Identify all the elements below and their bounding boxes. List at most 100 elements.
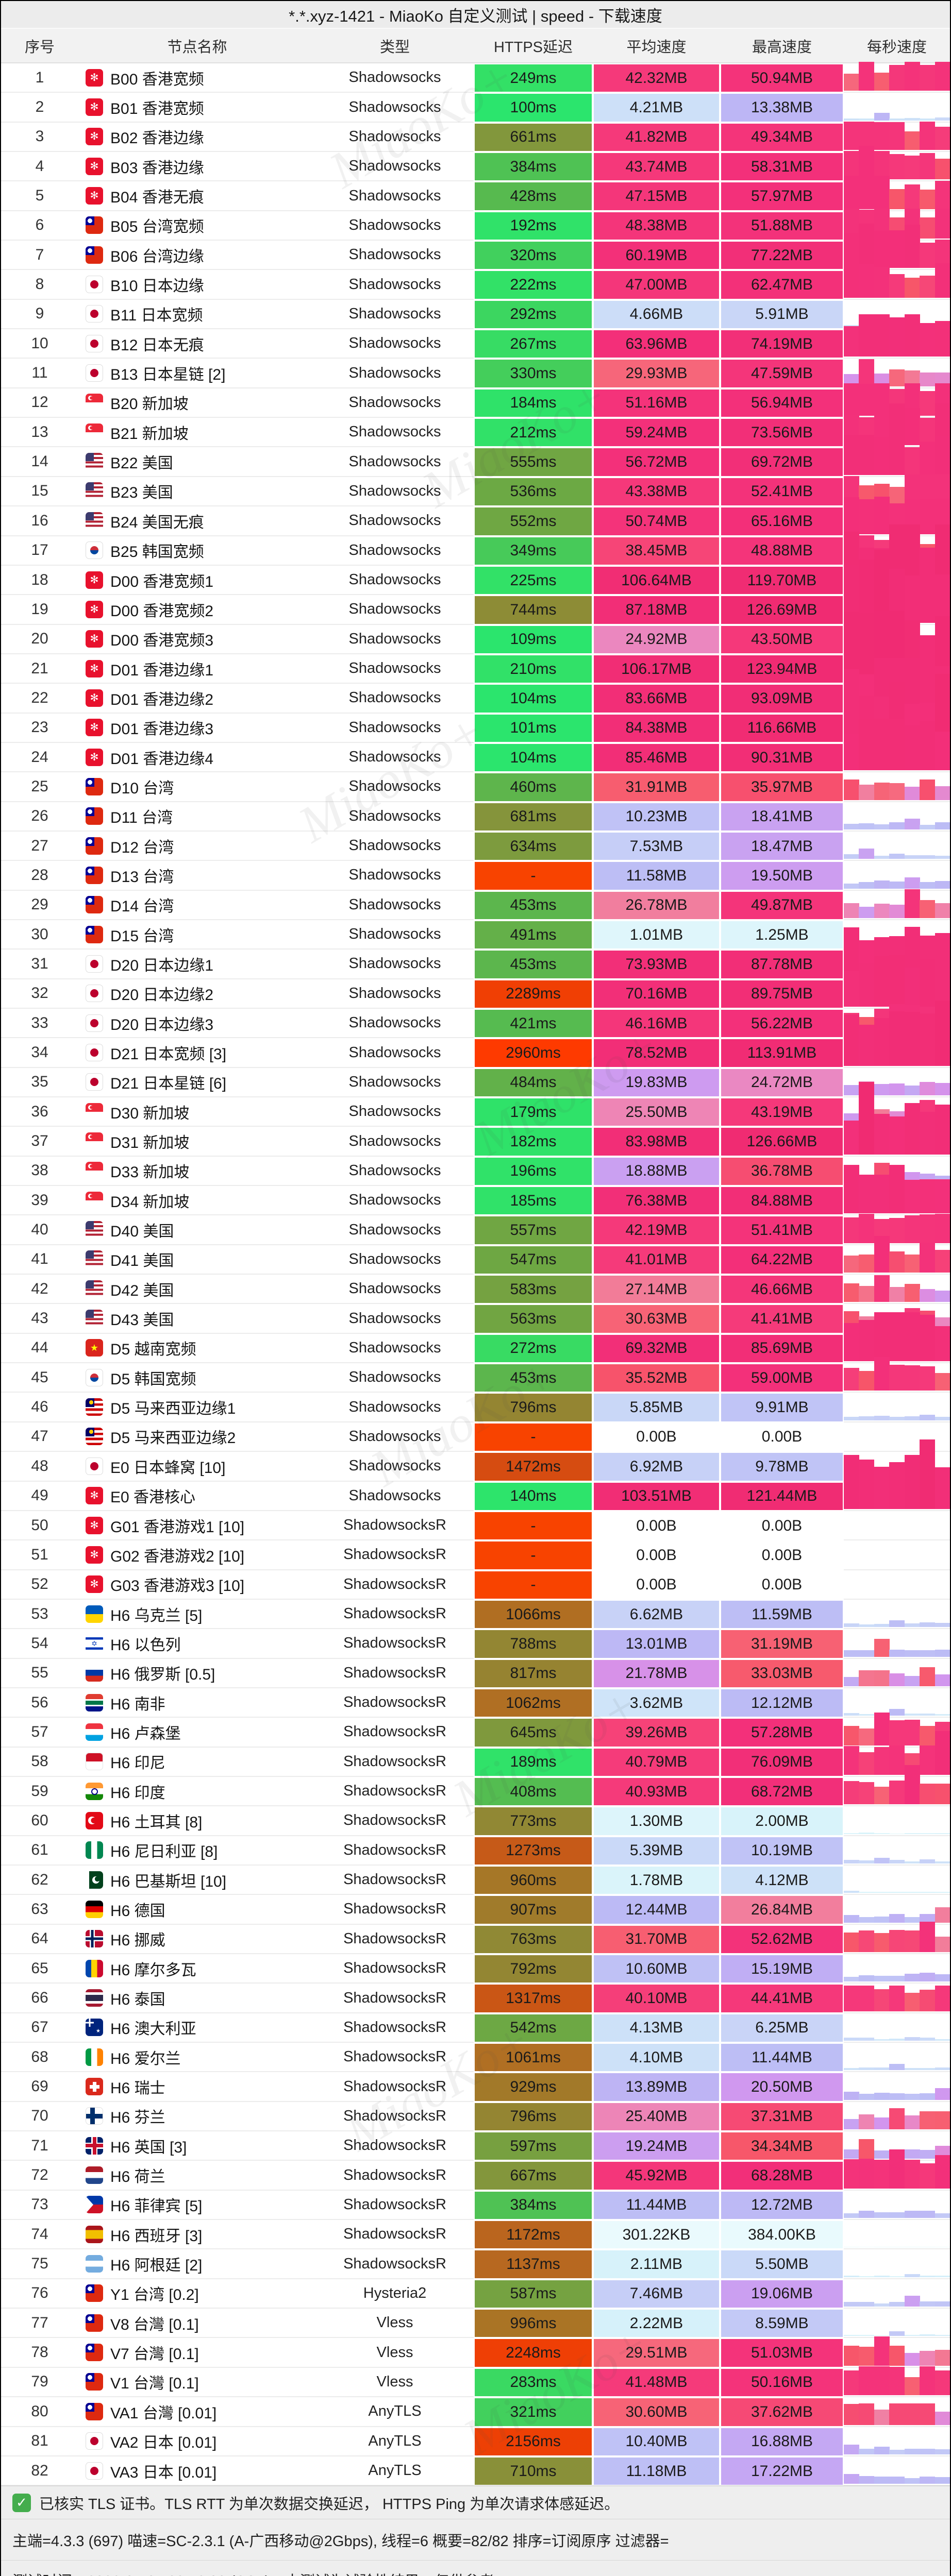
speed-bar [844,326,859,357]
row-number: 5 [1,181,78,211]
node-type: Shadowsocks [316,1097,474,1127]
speed-bar [844,971,859,1007]
speed-bar [935,2155,950,2189]
node-name: H6 俄罗斯 [0.5] [110,1666,215,1684]
latency-cell: 330ms [475,360,592,387]
latency-cell: 907ms [475,1896,592,1924]
avg-speed-cell: 43.38MB [594,478,719,506]
node-cell: D11 台湾 [78,802,316,832]
speed-bar [844,903,859,918]
max-speed-cell: 37.62MB [721,2398,843,2426]
speed-bar [920,217,935,239]
speed-bar [920,1973,935,1982]
speed-bar [889,230,905,268]
speed-bar [844,1650,859,1657]
speed-bar [844,2301,859,2307]
table-row: 18 D00 香港宽频1 Shadowsocks225ms106.64MB119.7… [1,524,950,596]
table-row: 21 D01 香港边缘1 Shadowsocks210ms106.17MB123.9… [1,611,950,684]
node-name: V7 台灣 [0.1] [110,2346,199,2363]
latency-cell: 788ms [475,1630,592,1658]
avg-speed-cell: 0.00B [594,1571,719,1599]
speed-bar [874,1467,890,1509]
avg-speed-cell: 63.96MB [594,330,719,358]
speed-bar [920,391,935,416]
node-cell: H6 瑞士 [78,2072,316,2102]
speed-bar [889,2331,905,2336]
latency-cell: 460ms [475,773,592,801]
row-number: 81 [1,2427,78,2456]
row-number: 75 [1,2249,78,2279]
row-number: 10 [1,329,78,359]
node-name: B22 美国 [110,455,173,472]
speed-bar [904,1892,920,1893]
node-cell: VA1 台灣 [0.01] [78,2397,316,2427]
speed-bar [935,1213,950,1243]
flag-icon [86,925,103,943]
table-row: 12 B20 新加坡 Shadowsocks 184ms 51.16MB 56.94MB [1,383,950,418]
latency-cell: 249ms [475,64,592,92]
node-name: H6 泰国 [110,1991,165,2009]
speed-bar [889,2063,905,2071]
speed-bar [920,243,935,268]
max-speed-cell: 69.72MB [721,448,843,476]
row-number: 13 [1,418,78,448]
flag-icon [86,541,103,560]
node-cell: D5 韩国宽频 [78,1363,316,1393]
flag-icon [86,1605,103,1623]
speed-graph [844,2279,950,2309]
max-speed-cell: 9.78MB [721,1453,843,1481]
node-cell: H6 爱尔兰 [78,2043,316,2073]
node-cell: D01 香港边缘2 [78,684,316,714]
node-type: Shadowsocks [316,891,474,920]
node-type: ShadowsocksR [316,1954,474,1984]
speed-bar [889,881,905,889]
node-type: Shadowsocks [316,63,474,93]
table-row: 29 D14 台湾 Shadowsocks 453ms 26.78MB 49.87MB [1,889,950,920]
node-name: D13 台湾 [110,868,174,886]
node-type: Shadowsocks [316,1245,474,1275]
node-name: H6 荷兰 [110,2168,165,2186]
speed-bar [935,321,950,357]
speed-bar [889,1164,905,1214]
node-type: Vless [316,2338,474,2368]
speed-bar [844,2275,859,2277]
table-row: 7 B06 台湾边缘 Shadowsocks 320ms 60.19MB 77.22MB [1,224,950,270]
flag-icon [86,1841,103,1859]
latency-cell: 384ms [475,153,592,181]
speed-bar [935,2449,950,2454]
speed-bar [874,496,890,534]
table-row: 14 B22 美国 Shadowsocks 555ms 56.72MB 69.72MB [1,435,950,477]
node-type: AnyTLS [316,2456,474,2486]
max-speed-cell: 43.50MB [721,625,843,653]
speed-bar [859,2476,875,2484]
speed-bar [859,2067,875,2071]
speed-bar [935,209,950,239]
node-type: Shadowsocks [316,211,474,241]
speed-bar [889,2108,905,2130]
speed-bar [859,1975,875,1982]
speed-bar [889,122,905,150]
node-cell: E0 日本蜂窝 [10] [78,1452,316,1482]
latency-cell: 773ms [475,1807,592,1835]
speed-bar [920,2334,935,2336]
col-header-per-second-speed: 每秒速度 [866,39,927,56]
speed-bar [889,1673,905,1686]
speed-bar [935,263,950,298]
node-cell: D20 日本边缘3 [78,1009,316,1039]
avg-speed-cell: 0.00B [594,1512,719,1540]
table-row: 36 D30 新加坡 Shadowsocks 179ms 25.50MB 43.19MB [1,1097,950,1127]
avg-speed-cell: 50.74MB [594,507,719,535]
speed-bar [920,959,935,1007]
table-row: 9 B11 日本宽频 Shadowsocks 292ms 4.66MB 5.91MB [1,299,950,330]
node-type: Hysteria2 [316,2279,474,2309]
speed-bar [935,61,950,91]
speed-bar [904,1720,920,1745]
row-number: 38 [1,1157,78,1187]
row-number: 49 [1,1482,78,1511]
avg-speed-cell: 41.82MB [594,123,719,151]
speed-bar [935,1000,950,1066]
node-name: B21 新加坡 [110,425,189,443]
avg-speed-cell: 30.63MB [594,1305,719,1333]
